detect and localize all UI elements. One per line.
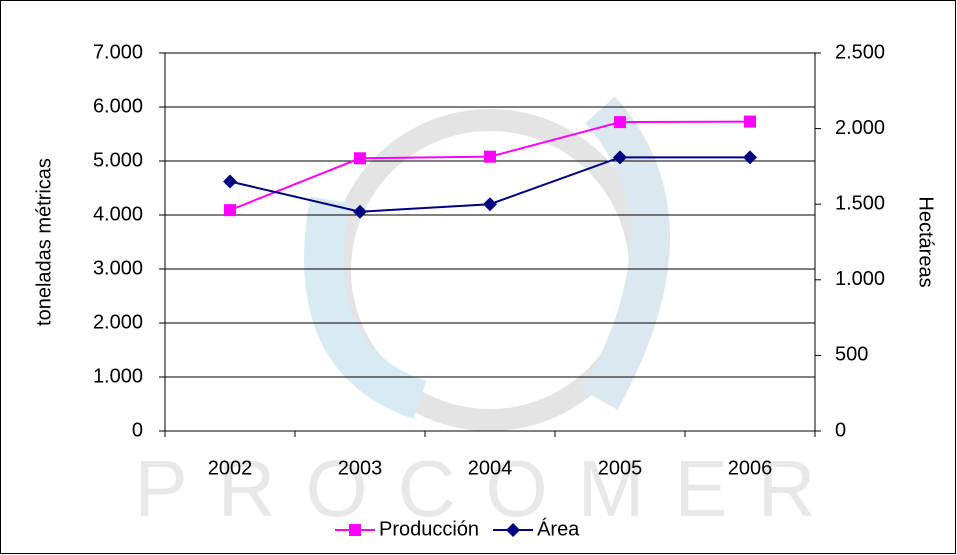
data-point [354,152,366,164]
data-point [224,204,236,216]
y-tick-label: 6.000 [93,95,143,117]
y2-axis-title: Hectáreas [915,196,937,287]
legend-label: Producción [379,518,479,540]
y-tick-label: 3.000 [93,257,143,279]
y2-tick-label: 2.000 [835,117,885,139]
y2-tick-label: 1.500 [835,192,885,214]
x-tick-label: 2005 [598,457,643,479]
data-point [744,116,756,128]
legend-label: Área [537,517,580,540]
y2-tick-label: 500 [835,344,868,366]
data-point [484,151,496,163]
x-tick-label: 2006 [728,457,773,479]
legend-marker [349,524,361,536]
x-tick-label: 2003 [338,457,383,479]
x-tick-label: 2002 [208,457,253,479]
data-point [614,116,626,128]
y2-tick-label: 0 [835,419,846,441]
y-axis-title: toneladas métricas [33,158,55,326]
x-tick-label: 2004 [468,457,513,479]
y-tick-label: 4.000 [93,203,143,225]
y-tick-label: 0 [132,419,143,441]
y-tick-label: 1.000 [93,365,143,387]
y2-tick-label: 2.500 [835,41,885,63]
y-tick-label: 2.000 [93,311,143,333]
y-tick-label: 5.000 [93,149,143,171]
chart: PROCOMER toneladas métricas Hectáreas 01… [0,0,957,555]
y2-tick-label: 1.000 [835,268,885,290]
y-tick-label: 7.000 [93,41,143,63]
